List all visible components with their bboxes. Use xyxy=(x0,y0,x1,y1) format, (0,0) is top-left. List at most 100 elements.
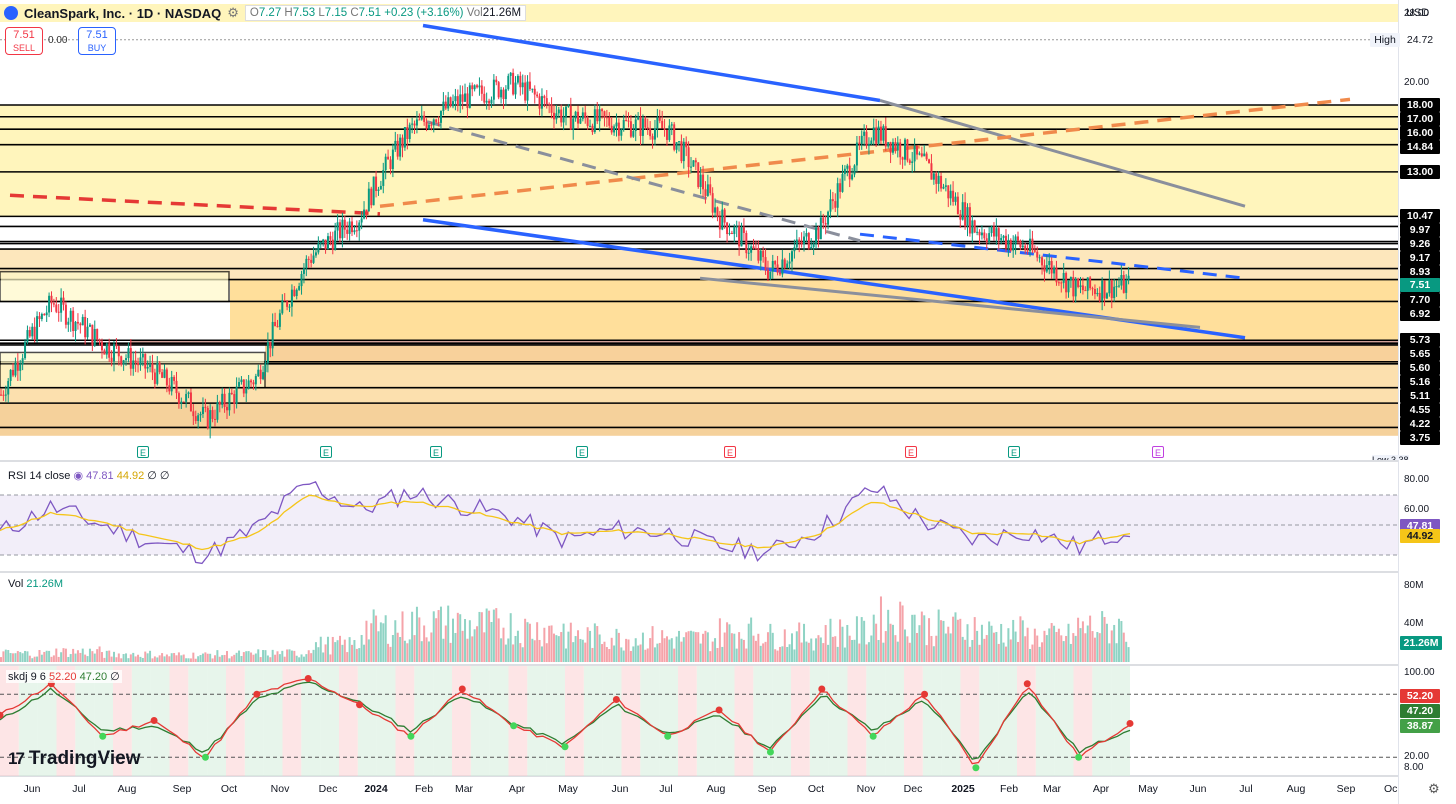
rsi-label: RSI 14 close xyxy=(8,470,71,482)
earnings-marker-icon[interactable]: E xyxy=(905,446,917,458)
earnings-marker-icon[interactable]: E xyxy=(1008,446,1020,458)
candle-body xyxy=(322,239,325,243)
volume-bar xyxy=(28,655,31,662)
candle-body xyxy=(163,369,166,378)
volume-bar xyxy=(52,655,55,662)
candle-body xyxy=(12,369,15,376)
volume-bar xyxy=(682,637,685,662)
volume-bar xyxy=(1093,637,1096,662)
candle-body xyxy=(216,402,219,420)
level-badge: 17.00 xyxy=(1400,111,1440,126)
earnings-marker-icon[interactable]: E xyxy=(724,446,736,458)
volume-bar xyxy=(591,647,594,662)
earnings-marker-icon[interactable]: E xyxy=(1152,446,1164,458)
volume-bar xyxy=(295,655,298,662)
buy-button[interactable]: 7.51 BUY xyxy=(78,27,116,55)
volume-bar xyxy=(815,638,818,662)
sell-button[interactable]: 7.51 SELL xyxy=(5,27,43,55)
volume-bar xyxy=(372,609,375,662)
candle-body xyxy=(379,185,382,190)
skdj-background xyxy=(357,666,377,776)
candle-body xyxy=(843,168,846,175)
volume-bar xyxy=(908,642,911,662)
volume-bar xyxy=(379,622,382,662)
candle-body xyxy=(992,226,995,237)
candle-body xyxy=(526,81,529,101)
candle-body xyxy=(355,230,358,232)
volume-bar xyxy=(334,642,337,662)
volume-bar xyxy=(40,654,43,662)
skdj-legend[interactable]: skdj 9 6 52.20 47.20 ∅ xyxy=(6,670,122,683)
candle-body xyxy=(444,101,447,109)
volume-bar xyxy=(283,656,286,662)
open-value: 7.27 xyxy=(258,7,282,19)
earnings-marker-icon[interactable]: E xyxy=(137,446,149,458)
candle-body xyxy=(877,126,880,144)
volume-bar xyxy=(1060,635,1063,662)
candle-body xyxy=(562,116,565,123)
settings-gear-icon[interactable]: ⚙ xyxy=(1428,781,1440,796)
volume-bar xyxy=(435,618,438,662)
candle-body xyxy=(305,258,308,269)
volume-bar xyxy=(656,643,659,662)
candle-body xyxy=(43,314,46,316)
volume-bar xyxy=(81,648,84,662)
skdj-background xyxy=(339,666,358,776)
candle-body xyxy=(942,186,945,189)
volume-bar xyxy=(675,636,678,662)
currency-label[interactable]: USD xyxy=(1406,7,1430,19)
level-badge: 4.55 xyxy=(1400,403,1440,418)
volume-bar xyxy=(565,648,567,662)
volume-bar xyxy=(310,653,313,662)
volume-bar xyxy=(519,643,522,662)
candle-body xyxy=(610,125,613,133)
candle-body xyxy=(572,118,575,130)
candle-body xyxy=(704,189,707,196)
volume-bar xyxy=(1036,635,1039,662)
candle-body xyxy=(1122,275,1125,293)
volume-bar xyxy=(899,601,902,662)
buy-price: 7.51 xyxy=(86,29,108,41)
volume-bar xyxy=(531,638,534,662)
volume-bar xyxy=(31,658,34,662)
volume-bar xyxy=(240,656,243,662)
sell-label: SELL xyxy=(12,43,36,53)
rsi-legend[interactable]: RSI 14 close ◉ 47.81 44.92 ∅ ∅ xyxy=(6,469,172,482)
settings-icon[interactable]: ⚙ xyxy=(227,5,239,20)
candle-body xyxy=(480,85,483,94)
candle-body xyxy=(639,116,642,136)
eye-icon[interactable]: ◉ xyxy=(73,470,84,482)
volume-bar xyxy=(247,651,250,662)
candle-body xyxy=(697,162,700,187)
skdj-label: skdj 9 6 xyxy=(8,671,46,683)
volume-bar xyxy=(1117,618,1120,662)
candle-body xyxy=(776,264,779,273)
volume-bar xyxy=(120,658,123,662)
candle-body xyxy=(887,142,890,147)
candle-body xyxy=(899,142,902,158)
volume-bar xyxy=(966,624,969,662)
volume-bar xyxy=(9,653,12,662)
earnings-marker-icon[interactable]: E xyxy=(430,446,442,458)
volume-bar xyxy=(1043,630,1046,662)
candle-body xyxy=(533,88,536,95)
price-chart[interactable] xyxy=(0,0,1398,804)
candle-body xyxy=(812,243,815,247)
candle-body xyxy=(726,222,729,235)
skdj-background xyxy=(0,666,19,776)
symbol-title[interactable]: CleanSpark, Inc. · 1D · NASDAQ xyxy=(24,5,222,21)
candle-body xyxy=(1096,292,1099,295)
volume-bar xyxy=(601,644,604,662)
candle-body xyxy=(680,141,683,162)
candle-body xyxy=(423,115,426,122)
volume-legend[interactable]: Vol 21.26M xyxy=(6,578,66,590)
volume-bar xyxy=(1101,611,1104,662)
candle-body xyxy=(1004,235,1007,249)
volume-bar xyxy=(824,625,827,662)
skdj-background xyxy=(282,666,302,776)
volume-bar xyxy=(0,657,2,662)
high-value: 7.53 xyxy=(292,7,316,19)
earnings-marker-icon[interactable]: E xyxy=(320,446,332,458)
earnings-marker-icon[interactable]: E xyxy=(576,446,588,458)
volume-bar xyxy=(1038,646,1041,662)
